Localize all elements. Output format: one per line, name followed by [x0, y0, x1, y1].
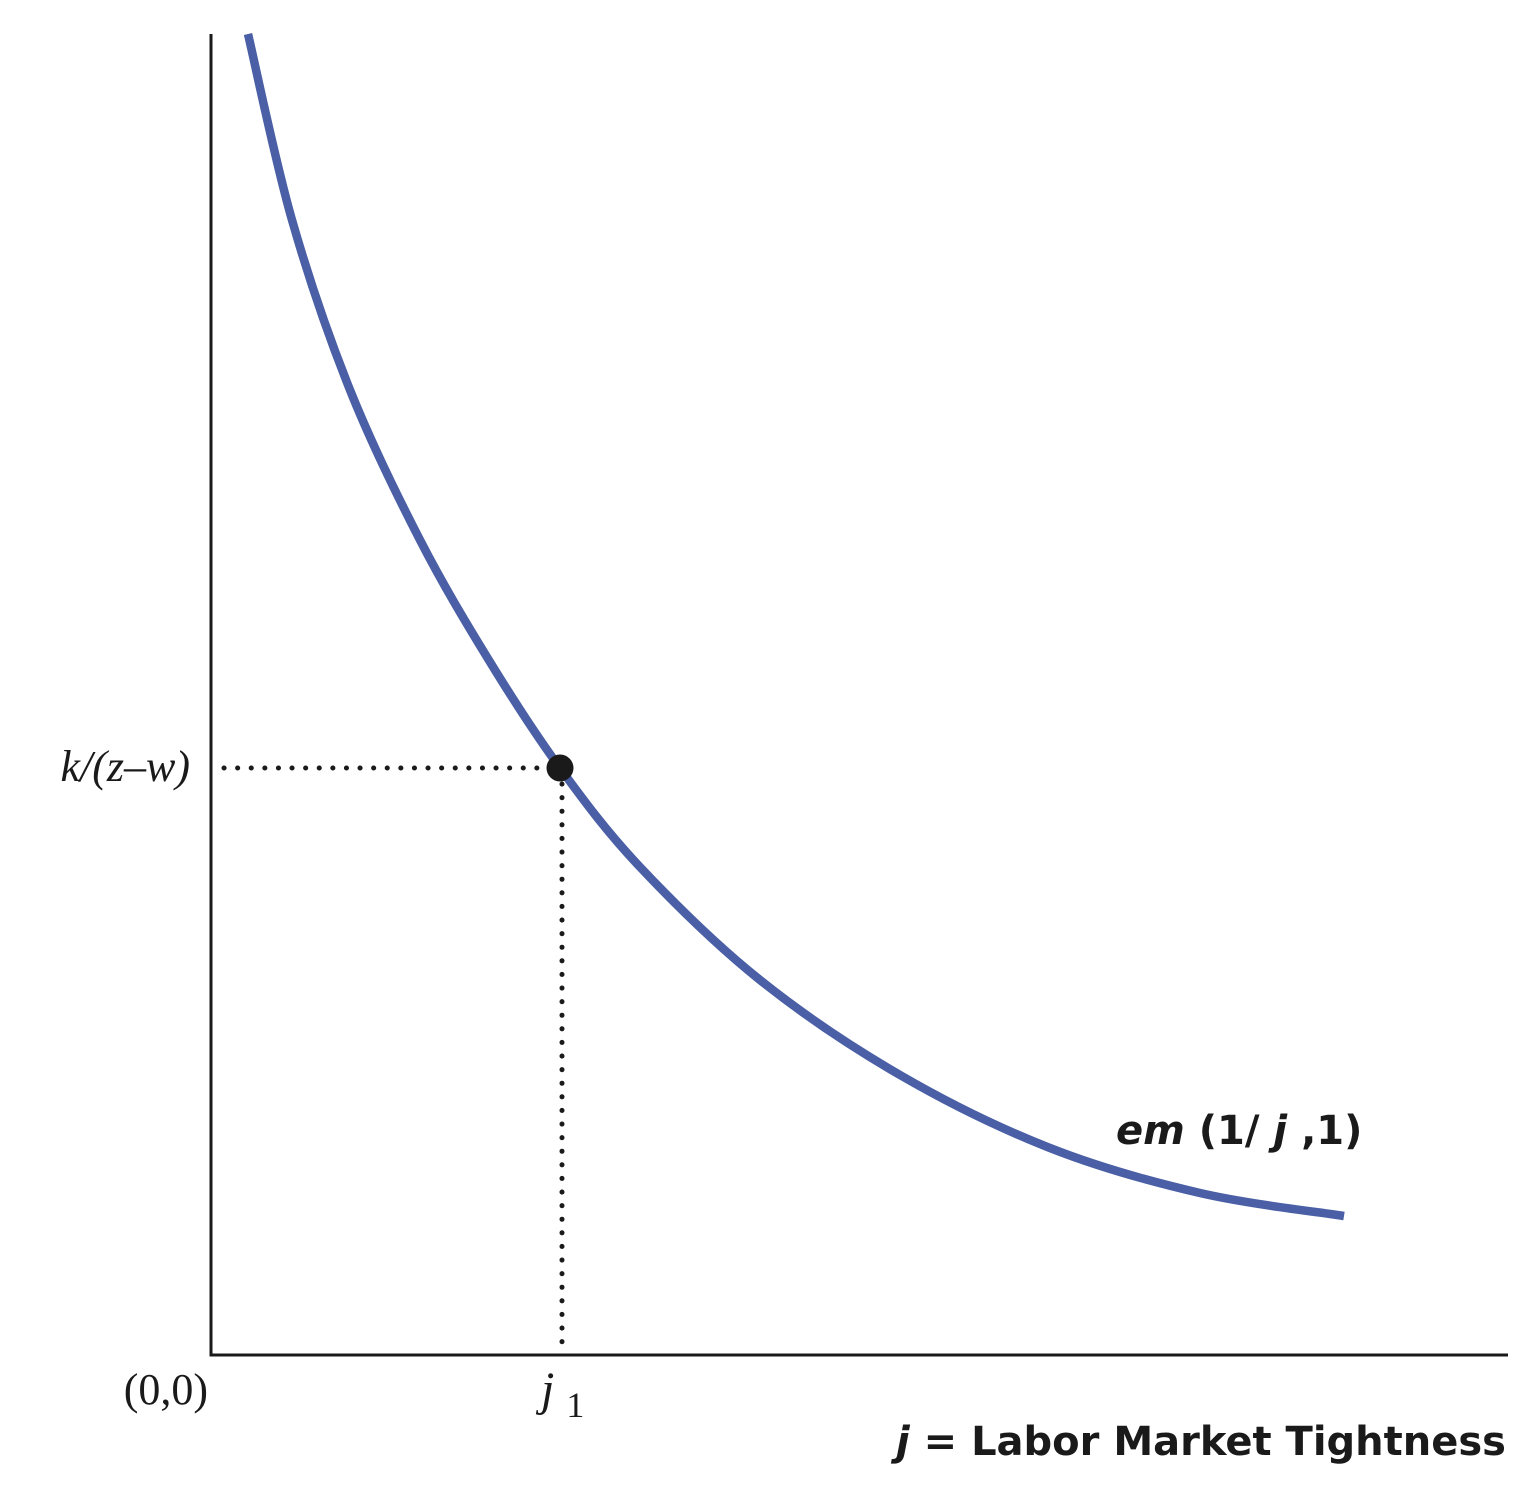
equilibrium-point: [546, 754, 574, 782]
series-label-close: ,1): [1301, 1108, 1362, 1154]
x-axis-title: j = Labor Market Tightness: [890, 1419, 1506, 1465]
origin-label: (0,0): [124, 1365, 208, 1414]
x-axis-title-text: = Labor Market Tightness: [924, 1419, 1506, 1465]
x-marker-base: j: [535, 1363, 554, 1416]
series-label: em (1/ j ,1): [1116, 1108, 1362, 1154]
series-label-open: (1/: [1199, 1108, 1260, 1154]
y-marker-label: k/(z–w): [60, 742, 190, 791]
series-line-em: [243, 33, 1345, 1221]
series-label-em: em: [1116, 1108, 1185, 1154]
x-axis-title-var: j: [890, 1419, 911, 1465]
x-marker-subscript: 1: [566, 1385, 584, 1425]
series-label-var: j: [1267, 1108, 1288, 1154]
x-marker-label: j 1: [535, 1363, 584, 1425]
